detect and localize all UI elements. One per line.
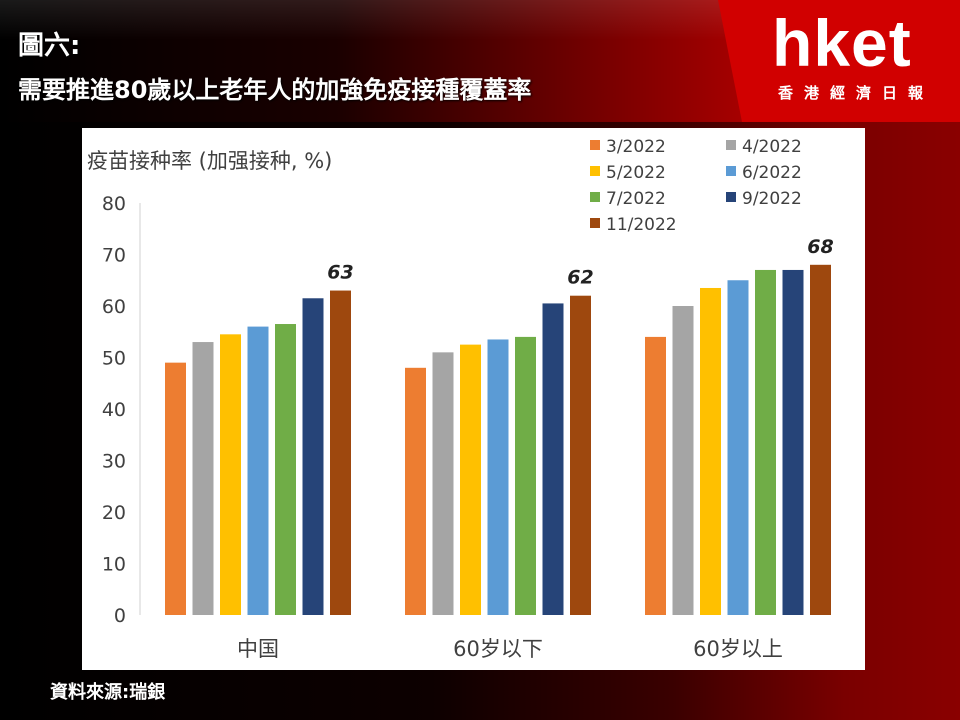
y-tick-label: 80 — [102, 193, 126, 215]
bar — [405, 367, 426, 615]
legend-swatch — [590, 166, 600, 176]
legend-label: 4/2022 — [742, 137, 802, 157]
bar — [432, 352, 454, 615]
logo-tagline: 香港經濟日報 — [778, 84, 935, 102]
y-tick-label: 70 — [102, 245, 126, 267]
bar — [220, 334, 241, 615]
legend-swatch — [726, 140, 736, 150]
legend-label: 5/2022 — [606, 163, 666, 183]
bar — [487, 339, 509, 615]
y-tick-label: 20 — [102, 502, 126, 524]
bar — [810, 264, 831, 615]
legend-swatch — [590, 192, 600, 202]
y-tick-label: 30 — [102, 451, 126, 473]
bar — [302, 298, 324, 615]
source-note: 資料來源:瑞銀 — [50, 682, 166, 703]
bar — [700, 287, 721, 615]
bar — [727, 280, 749, 615]
bar — [165, 362, 186, 615]
bar — [192, 342, 214, 615]
legend-swatch — [726, 192, 736, 202]
legend-swatch — [726, 166, 736, 176]
y-tick-label: 60 — [102, 296, 126, 318]
bar — [672, 306, 694, 615]
hket-logo: hket — [772, 6, 912, 80]
page-subtitle: 需要推進80歲以上老年人的加強免疫接種覆蓋率 — [18, 76, 532, 104]
legend-swatch — [590, 218, 600, 228]
legend-label: 11/2022 — [606, 215, 677, 235]
bar — [330, 290, 351, 615]
legend-label: 6/2022 — [742, 163, 802, 183]
bar-value-annotation: 68 — [807, 236, 833, 258]
bar — [542, 303, 564, 615]
bar — [782, 269, 804, 615]
bar — [460, 344, 481, 615]
x-category-label: 60岁以下 — [453, 637, 543, 661]
bar-value-annotation: 63 — [327, 262, 353, 284]
y-tick-label: 40 — [102, 399, 126, 421]
legend-label: 7/2022 — [606, 189, 666, 209]
x-category-label: 中国 — [237, 637, 279, 661]
chart-title: 疫苗接种率 (加强接种, %) — [87, 149, 332, 173]
logo-panel-shape — [718, 0, 960, 122]
y-tick-label: 50 — [102, 348, 126, 370]
bar-value-annotation: 62 — [567, 267, 593, 289]
chart-panel: 疫苗接种率 (加强接种, %) 0 10 20 30 40 50 60 70 80 63 中国 62 60… — [82, 128, 865, 670]
bar — [645, 336, 666, 615]
bar — [515, 336, 536, 615]
legend-swatch — [590, 140, 600, 150]
x-category-label: 60岁以上 — [693, 637, 783, 661]
y-tick-label: 0 — [114, 605, 126, 627]
y-tick-label: 10 — [102, 554, 126, 576]
bar — [570, 295, 591, 615]
bar — [275, 324, 296, 615]
bar — [247, 326, 269, 615]
page-title: 圖六: — [18, 31, 81, 61]
legend-label: 9/2022 — [742, 189, 802, 209]
bar — [755, 269, 776, 615]
bar-chart: 疫苗接种率 (加强接种, %) 0 10 20 30 40 50 60 70 80 63 中国 62 60… — [87, 137, 834, 661]
legend-label: 3/2022 — [606, 137, 666, 157]
